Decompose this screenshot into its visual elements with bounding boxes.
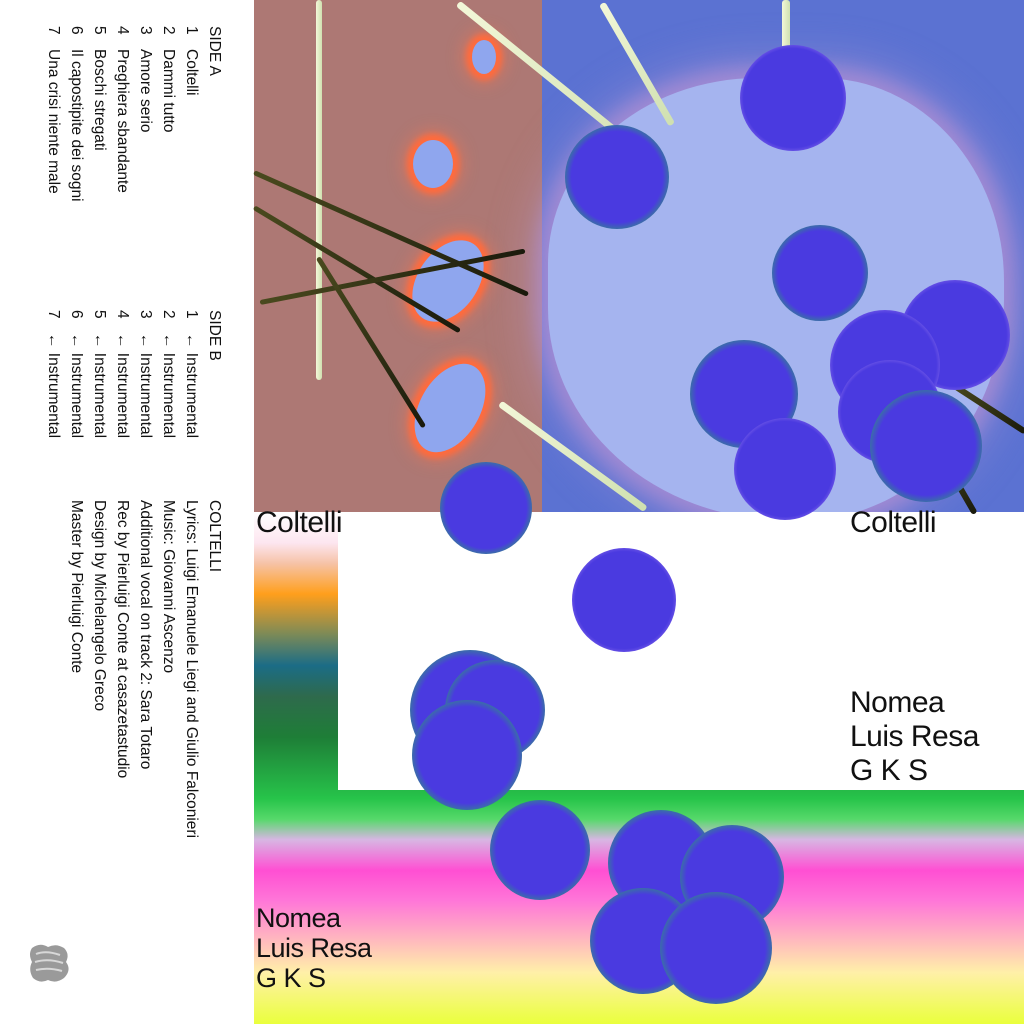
artist-line: Nomea (256, 903, 341, 933)
track-row: 5Boschi stregati (91, 26, 108, 151)
cover-title-left: Coltelli (256, 506, 343, 539)
circle (572, 548, 676, 652)
artist-line: G K S (256, 963, 326, 993)
credit-line: Design by Michelangelo Greco (91, 500, 108, 712)
label-logo-icon (30, 944, 69, 982)
circle (870, 390, 982, 502)
track-row: 4Preghiera sbandante (114, 26, 131, 193)
track-row: 5← Instrumental (91, 310, 108, 439)
stick (782, 0, 790, 60)
circle (412, 700, 522, 810)
track-row: 1Coltelli (183, 26, 200, 96)
artists-left: Nomea Luis Resa G K S (256, 903, 372, 993)
credits-heading: COLTELLI (206, 500, 223, 573)
credit-line: Master by Pierluigi Conte (68, 500, 85, 674)
circle (772, 225, 868, 321)
side-a-tracklist: SIDE A 1Coltelli 2Dammi tutto 3Amore ser… (42, 26, 226, 202)
circle (440, 462, 532, 554)
track-row: 7← Instrumental (45, 310, 62, 439)
artist-line: Nomea (850, 686, 945, 719)
circle (734, 418, 836, 520)
artist-line: Luis Resa (256, 933, 372, 963)
credit-line: Additional vocal on track 2: Sara Totaro (137, 500, 154, 770)
track-row: 6← Instrumental (68, 310, 85, 439)
track-row: 6Il capostipite dei sogni (68, 26, 85, 202)
credit-line: Lyrics: Luigi Emanuele Liegi and Giulio … (183, 500, 200, 839)
side-a-heading: SIDE A (206, 26, 223, 76)
artist-line: G K S (850, 754, 928, 787)
circle (660, 892, 772, 1004)
artists-right: Nomea Luis Resa G K S (850, 686, 979, 788)
artist-line: Luis Resa (850, 720, 979, 753)
stick (316, 0, 322, 380)
track-row: 2Dammi tutto (160, 26, 177, 133)
credit-line: Music: Giovanni Ascenzo (160, 500, 177, 674)
cover-title-right: Coltelli (850, 506, 937, 539)
circle (565, 125, 669, 229)
credits: COLTELLI Lyrics: Luigi Emanuele Liegi an… (65, 500, 226, 838)
track-row: 4← Instrumental (114, 310, 131, 439)
track-row: 3Amore serio (137, 26, 154, 133)
track-row: 2← Instrumental (160, 310, 177, 439)
track-row: 1← Instrumental (183, 310, 200, 439)
side-b-heading: SIDE B (206, 310, 223, 361)
circle (740, 45, 846, 151)
pill-shape (413, 140, 453, 188)
credit-line: Rec by Pierluigi Conte at casazetastudio (114, 500, 131, 779)
circle (490, 800, 590, 900)
track-row: 7Una crisi niente male (45, 26, 62, 194)
pill-shape (472, 40, 496, 74)
side-b-tracklist: SIDE B 1← Instrumental 2← Instrumental 3… (42, 310, 226, 438)
track-row: 3← Instrumental (137, 310, 154, 439)
